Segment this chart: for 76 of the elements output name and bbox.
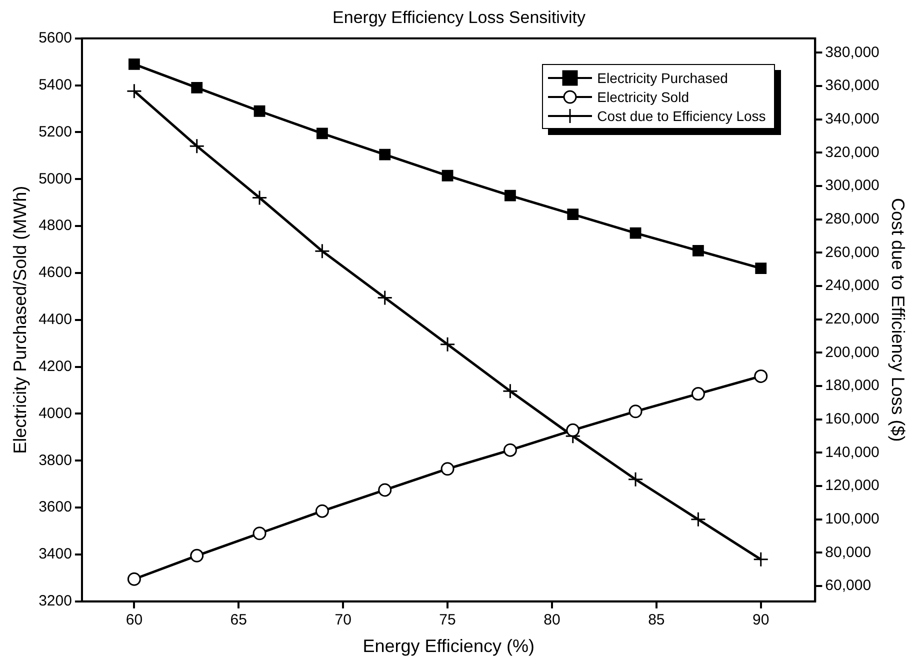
y2-tick-label: 340,000 [825, 110, 880, 128]
y2-tick-label: 220,000 [825, 310, 880, 328]
y2-tick-label: 320,000 [825, 144, 880, 161]
y2-tick-label: 260,000 [825, 244, 880, 261]
y-tick-label: 3800 [38, 452, 72, 469]
point [502, 383, 518, 399]
y2-tick-label: 380,000 [825, 44, 880, 61]
y-tick-label: 5200 [38, 123, 72, 140]
point [692, 245, 704, 256]
legend-label: Electricity Sold [597, 88, 689, 105]
y-tick-label: 3200 [38, 592, 72, 610]
point [189, 138, 205, 154]
point [379, 148, 391, 160]
x-tick-label: 80 [544, 612, 560, 629]
y2-tick-label: 100,000 [825, 510, 880, 528]
point [504, 190, 516, 202]
point [753, 552, 769, 568]
y2-tick-label: 160,000 [825, 410, 880, 428]
point [755, 262, 767, 274]
y-axis-title: Electricity Purchased/Sold (MWh) [10, 186, 30, 454]
point [754, 369, 768, 383]
point [128, 58, 140, 70]
point [254, 105, 266, 117]
point [314, 243, 330, 259]
point [440, 336, 456, 352]
y-tick-label: 4400 [38, 311, 72, 328]
point [440, 462, 454, 476]
y-tick-label: 3400 [38, 546, 72, 563]
x-tick-label: 75 [439, 612, 456, 629]
x-tick-label: 90 [752, 612, 770, 629]
point [315, 504, 329, 518]
point [378, 483, 392, 497]
point [252, 526, 266, 540]
point [690, 512, 706, 528]
point [316, 128, 328, 140]
y-tick-label: 5000 [38, 170, 72, 188]
y2-tick-label: 200,000 [825, 344, 880, 361]
point [630, 227, 642, 239]
point [252, 190, 268, 206]
y-tick-label: 4200 [38, 358, 72, 375]
legend-label: Cost due to Efficiency Loss [597, 108, 766, 124]
point [190, 548, 204, 562]
legend-label: Electricity Purchased [597, 70, 728, 86]
point [566, 423, 580, 437]
point [127, 572, 141, 586]
y2-tick-label: 300,000 [825, 177, 880, 194]
point [691, 387, 705, 401]
y2-tick-label: 120,000 [825, 477, 880, 494]
y2-tick-label: 360,000 [825, 77, 880, 94]
y2-tick-label: 80,000 [825, 544, 872, 561]
y2-axis-title: Cost due to Efficiency Loss ($) [888, 198, 908, 442]
point [377, 290, 393, 306]
point [191, 82, 203, 94]
y-tick-label: 5400 [38, 76, 72, 94]
y-tick-label: 5600 [38, 30, 72, 47]
y2-tick-label: 180,000 [825, 377, 880, 394]
y2-tick-label: 240,000 [825, 277, 880, 294]
point [503, 443, 517, 457]
y-tick-label: 4800 [38, 217, 72, 234]
point [567, 208, 579, 220]
y-tick-label: 4000 [38, 404, 72, 422]
y2-tick-label: 60,000 [825, 577, 872, 594]
x-tick-label: 85 [648, 612, 665, 629]
x-tick-label: 60 [126, 612, 143, 629]
point [628, 472, 644, 488]
y-tick-label: 3600 [38, 498, 72, 516]
chart-title: Energy Efficiency Loss Sensitivity [332, 8, 586, 27]
x-tick-label: 65 [230, 612, 247, 629]
y2-tick-label: 140,000 [825, 444, 880, 461]
y2-tick-label: 280,000 [825, 210, 880, 228]
x-axis-title: Energy Efficiency (%) [362, 636, 534, 656]
point [628, 404, 642, 418]
point [126, 83, 142, 99]
point [442, 170, 454, 182]
y-tick-label: 4600 [38, 264, 72, 282]
x-tick-label: 70 [334, 612, 352, 629]
